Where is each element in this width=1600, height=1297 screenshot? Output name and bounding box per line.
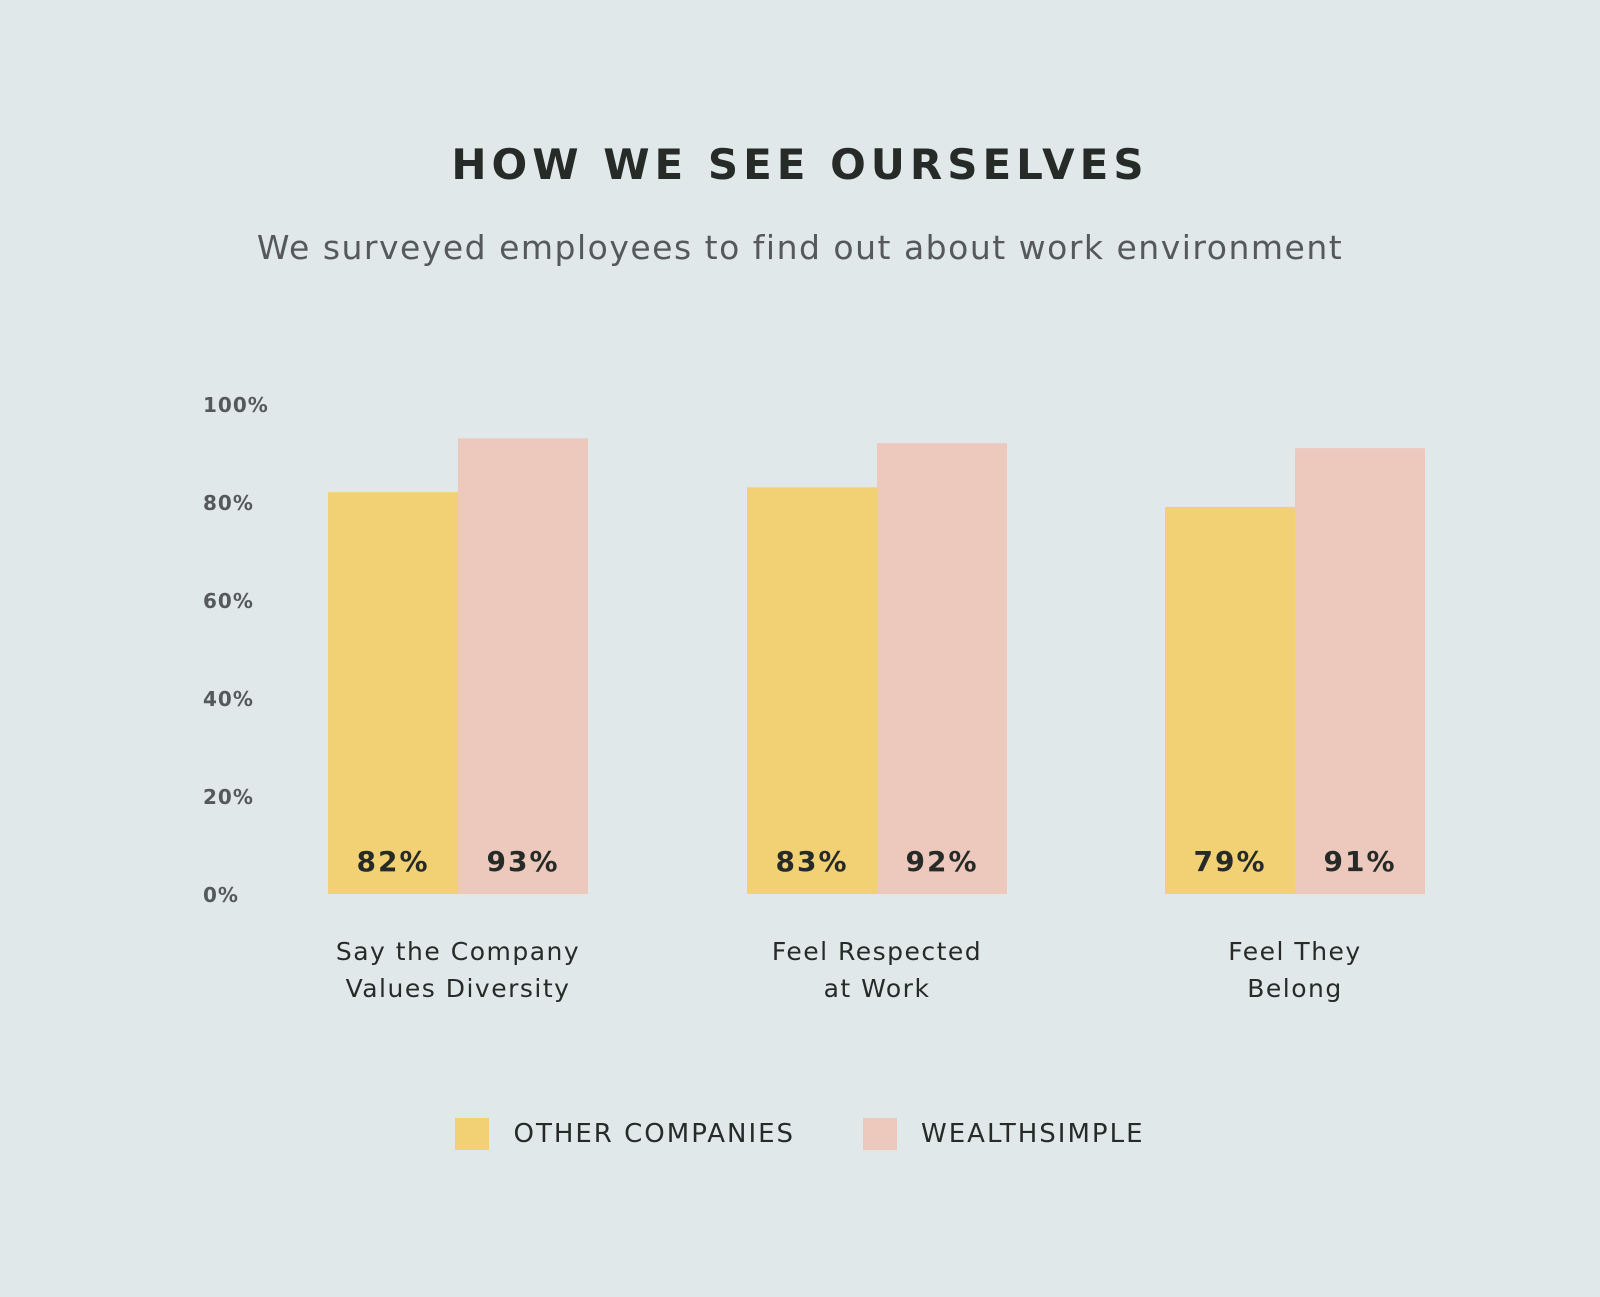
legend-item-wealthsimple: WEALTHSIMPLE [863, 1118, 1144, 1150]
bar-value-label: 83% [775, 845, 848, 878]
chart-subtitle: We surveyed employees to find out about … [256, 228, 1344, 267]
y-tick-label: 0% [203, 883, 239, 907]
bar-value-label: 82% [356, 845, 429, 878]
category-label: at Work [824, 974, 931, 1003]
legend-label-wealthsimple: WEALTHSIMPLE [921, 1119, 1145, 1149]
y-tick-label: 100% [203, 393, 269, 417]
category-label: Feel They [1228, 937, 1361, 966]
legend-swatch-other-companies [455, 1118, 490, 1150]
category-label: Say the Company [336, 937, 580, 966]
bar-value-label: 92% [905, 845, 978, 878]
legend-label-other-companies: OTHER COMPANIES [513, 1119, 796, 1149]
y-tick-label: 80% [203, 491, 254, 515]
chart-title: HOW WE SEE OURSELVES [451, 140, 1149, 189]
y-tick-label: 20% [203, 785, 254, 809]
bar-wealthsimple-0 [458, 438, 588, 894]
y-tick-label: 60% [203, 589, 254, 613]
y-tick-label: 40% [203, 687, 254, 711]
bar-value-label: 93% [486, 845, 559, 878]
category-label: Values Diversity [346, 974, 571, 1003]
bar-other-companies-1 [747, 487, 877, 894]
bar-value-label: 79% [1193, 845, 1266, 878]
category-label: Belong [1247, 974, 1343, 1003]
legend-swatch-wealthsimple [863, 1118, 898, 1150]
bar-wealthsimple-1 [877, 443, 1007, 894]
bar-value-label: 91% [1323, 845, 1396, 878]
bar-other-companies-0 [328, 492, 458, 894]
legend-item-other-companies: OTHER COMPANIES [455, 1118, 795, 1150]
bar-other-companies-2 [1165, 506, 1295, 894]
legend: OTHER COMPANIES WEALTHSIMPLE [0, 1118, 1600, 1150]
bar-wealthsimple-2 [1295, 448, 1425, 894]
category-label: Feel Respected [772, 937, 982, 966]
